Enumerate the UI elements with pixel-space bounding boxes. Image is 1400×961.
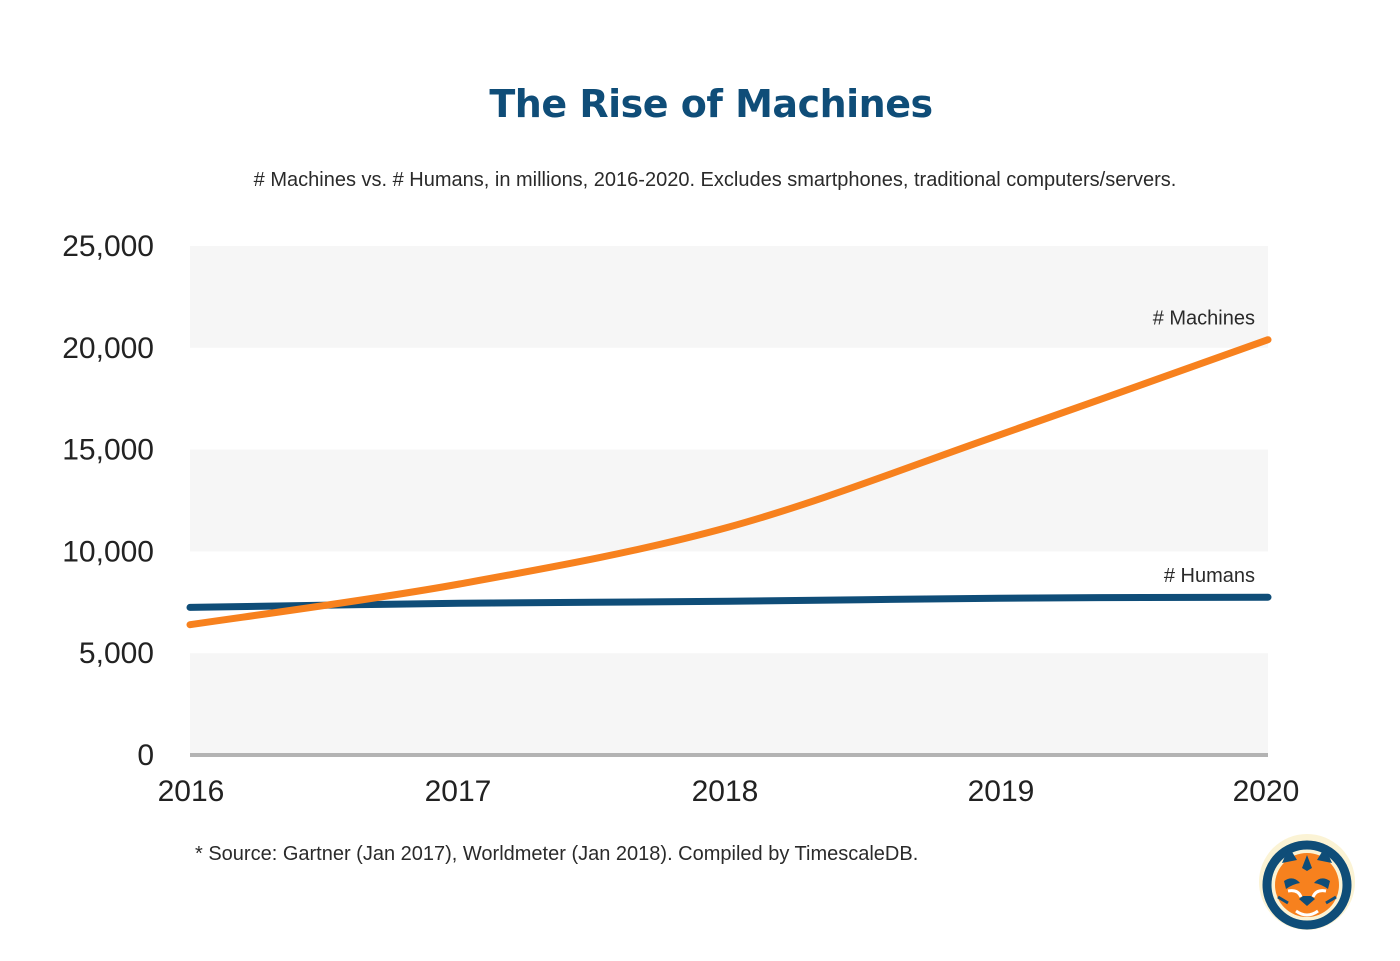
series-line: [186, 593, 1272, 611]
grid-band: [190, 246, 1268, 348]
series-label: # Humans: [1164, 565, 1255, 587]
y-tick-label: 25,000: [62, 230, 154, 263]
y-tick-label: 15,000: [62, 434, 154, 467]
y-axis-ticks: 0 5,000 10,000 15,000 20,000 25,000: [62, 230, 154, 772]
x-tick-label: 2017: [425, 775, 492, 808]
grid-band: [190, 449, 1268, 552]
x-tick-label: 2018: [692, 775, 759, 808]
x-tick-label: 2016: [158, 775, 225, 808]
x-axis-ticks: 2016 2017 2018 2019 2020: [158, 775, 1300, 808]
series-label: # Machines: [1153, 308, 1255, 330]
y-tick-label: 0: [137, 739, 154, 772]
x-tick-label: 2020: [1233, 775, 1300, 808]
series-line: [186, 336, 1272, 629]
y-tick-label: 10,000: [62, 535, 154, 568]
source-note: * Source: Gartner (Jan 2017), Worldmeter…: [195, 843, 919, 865]
x-tick-label: 2019: [968, 775, 1035, 808]
series-lines: [186, 336, 1272, 629]
y-tick-label: 20,000: [62, 332, 154, 365]
series-labels: # Machines # Humans: [1153, 308, 1255, 588]
y-tick-label: 5,000: [79, 637, 154, 670]
chart-subtitle: # Machines vs. # Humans, in millions, 20…: [253, 169, 1177, 191]
tiger-head-icon: [1259, 834, 1355, 930]
grid-bands: [190, 246, 1268, 755]
grid-band: [190, 653, 1268, 755]
chart-title: The Rise of Machines: [489, 82, 933, 126]
